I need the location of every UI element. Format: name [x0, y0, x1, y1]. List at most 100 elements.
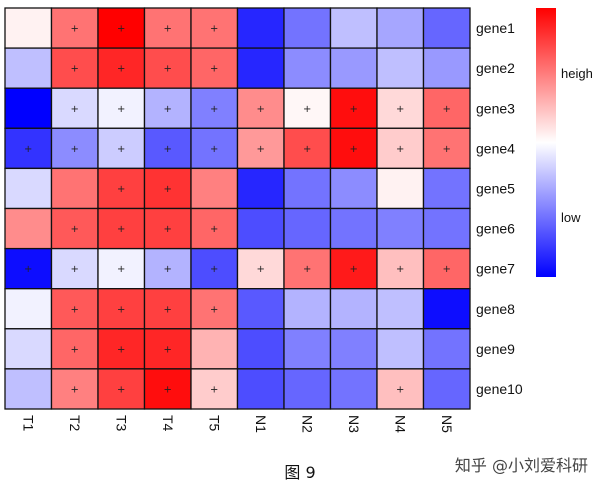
heatmap-cell-gene6-T4: [143, 207, 192, 250]
heatmap-cell-gene2-T4: [143, 47, 192, 89]
heatmap-cell-gene1-N5: [422, 7, 471, 49]
heatmap-cell-gene8-N2: [283, 288, 332, 330]
heatmap-cell-gene1-N4: [376, 7, 425, 49]
significance-marker: +: [117, 184, 125, 195]
heatmap-cell-gene10-T2: [50, 368, 99, 410]
heatmap-cell-gene7-N4: [376, 247, 425, 290]
figure-caption: 图 9: [284, 463, 316, 482]
heatmap-cell-gene6-N5: [422, 207, 471, 250]
significance-marker: +: [396, 104, 404, 115]
significance-marker: +: [164, 304, 172, 315]
heatmap-markers: + + + + + + + + + + + + + + + + + + + + + + + + + + + + + + + + + + + + + + + +…: [24, 24, 451, 396]
significance-marker: +: [24, 144, 32, 155]
heatmap-cell-gene6-N3: [329, 207, 378, 250]
significance-marker: +: [71, 104, 79, 115]
significance-marker: +: [117, 304, 125, 315]
heatmap-cell-gene2-N2: [283, 47, 332, 89]
heatmap-cells: [4, 7, 471, 410]
significance-marker: +: [257, 264, 265, 275]
heatmap-cell-gene7-N3: [329, 247, 378, 290]
heatmap-cell-gene8-T4: [143, 288, 192, 330]
heatmap-cell-gene9-T2: [50, 328, 99, 370]
significance-marker: +: [117, 344, 125, 355]
significance-marker: +: [443, 144, 451, 155]
significance-marker: +: [164, 104, 172, 115]
column-label-N4: N4: [392, 415, 408, 433]
heatmap-cell-gene9-N1: [236, 328, 285, 370]
significance-marker: +: [257, 104, 265, 115]
watermark: 知乎 @小刘爱科研: [454, 456, 588, 475]
legend-low-label: low: [561, 210, 581, 225]
heatmap-cell-gene7-N5: [422, 247, 471, 290]
heatmap-cell-gene8-T5: [190, 288, 239, 330]
heatmap-cell-gene8-T3: [97, 288, 146, 330]
significance-marker: +: [117, 264, 125, 275]
row-label-gene2: gene2: [476, 60, 515, 76]
heatmap-cell-gene6-T3: [97, 207, 146, 250]
heatmap-cell-gene7-T4: [143, 247, 192, 290]
column-label-T5: T5: [206, 415, 222, 432]
heatmap-cell-gene6-T1: [4, 207, 53, 250]
heatmap-cell-gene2-N1: [236, 47, 285, 89]
heatmap-cell-gene5-N3: [329, 167, 378, 210]
heatmap-cell-gene2-T2: [50, 47, 99, 89]
significance-marker: +: [350, 144, 358, 155]
row-label-gene6: gene6: [476, 221, 515, 237]
significance-marker: +: [303, 144, 311, 155]
heatmap-cell-gene8-N3: [329, 288, 378, 330]
column-label-N1: N1: [253, 415, 269, 433]
significance-marker: +: [164, 264, 172, 275]
heatmap-cell-gene9-T5: [190, 328, 239, 370]
heatmap-cell-gene2-T1: [4, 47, 53, 89]
heatmap-cell-gene3-T1: [4, 87, 53, 129]
significance-marker: +: [210, 64, 218, 75]
row-label-gene10: gene10: [476, 381, 523, 397]
heatmap-cell-gene10-T4: [143, 368, 192, 410]
significance-marker: +: [164, 344, 172, 355]
heatmap-cell-gene6-N4: [376, 207, 425, 250]
significance-marker: +: [117, 104, 125, 115]
heatmap-cell-gene7-N1: [236, 247, 285, 290]
significance-marker: +: [210, 224, 218, 235]
row-label-gene5: gene5: [476, 180, 515, 196]
significance-marker: +: [210, 384, 218, 395]
row-label-gene7: gene7: [476, 261, 515, 277]
heatmap-cell-gene8-T2: [50, 288, 99, 330]
significance-marker: +: [117, 64, 125, 75]
heatmap-cell-gene10-N1: [236, 368, 285, 410]
row-label-gene1: gene1: [476, 20, 515, 36]
heatmap-cell-gene9-N5: [422, 328, 471, 370]
row-label-gene4: gene4: [476, 140, 515, 156]
heatmap-cell-gene7-T1: [4, 247, 53, 290]
column-label-N5: N5: [439, 415, 455, 433]
heatmap-cell-gene4-T1: [4, 127, 53, 170]
significance-marker: +: [210, 144, 218, 155]
column-label-T1: T1: [20, 415, 36, 432]
legend-color-bar: [536, 8, 556, 277]
significance-marker: +: [396, 144, 404, 155]
significance-marker: +: [257, 144, 265, 155]
significance-marker: +: [117, 224, 125, 235]
significance-marker: +: [71, 224, 79, 235]
column-labels: T1 T2 T3 T4 T5 N1 N2 N3 N4 N5: [20, 415, 455, 433]
heatmap-cell-gene1-N2: [283, 7, 332, 49]
significance-marker: +: [71, 344, 79, 355]
significance-marker: +: [350, 104, 358, 115]
heatmap-cell-gene8-T1: [4, 288, 53, 330]
heatmap-cell-gene5-T1: [4, 167, 53, 210]
heatmap-cell-gene5-N2: [283, 167, 332, 210]
heatmap-cell-gene10-T3: [97, 368, 146, 410]
heatmap-cell-gene10-T5: [190, 368, 239, 410]
heatmap-cell-gene10-N5: [422, 368, 471, 410]
significance-marker: +: [71, 384, 79, 395]
significance-marker: +: [164, 144, 172, 155]
significance-marker: +: [71, 64, 79, 75]
significance-marker: +: [117, 384, 125, 395]
heatmap-cell-gene10-T1: [4, 368, 53, 410]
significance-marker: +: [164, 64, 172, 75]
color-legend: heigh low: [536, 8, 593, 277]
heatmap-cell-gene7-N2: [283, 247, 332, 290]
significance-marker: +: [71, 24, 79, 35]
significance-marker: +: [164, 184, 172, 195]
heatmap-cell-gene10-N2: [283, 368, 332, 410]
